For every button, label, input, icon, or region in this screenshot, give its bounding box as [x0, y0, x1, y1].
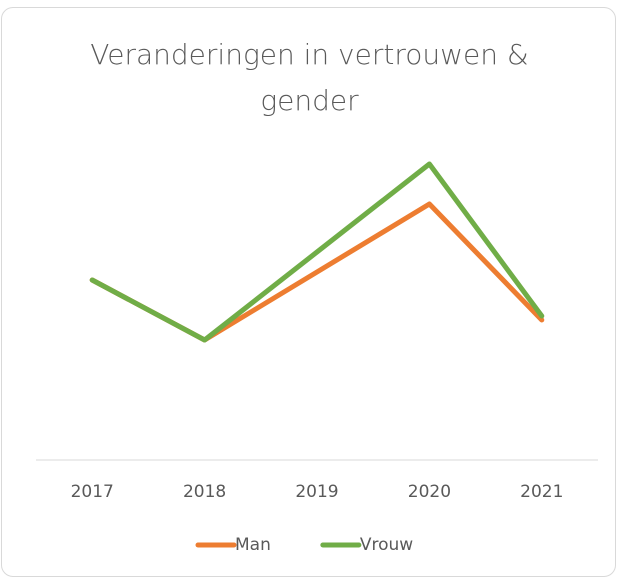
series-line — [89, 161, 545, 343]
x-tick-label: 2019 — [295, 482, 338, 502]
legend-label: Man — [235, 535, 271, 555]
x-tick-label: 2018 — [183, 482, 226, 502]
x-tick-label: 2021 — [520, 482, 563, 502]
x-tick-label: 2020 — [408, 482, 451, 502]
chart-title: Veranderingen in vertrouwen & gender — [90, 38, 529, 117]
chart-card — [1, 7, 616, 577]
x-tick-label: 2017 — [71, 482, 114, 502]
legend-label: Vrouw — [360, 535, 413, 555]
